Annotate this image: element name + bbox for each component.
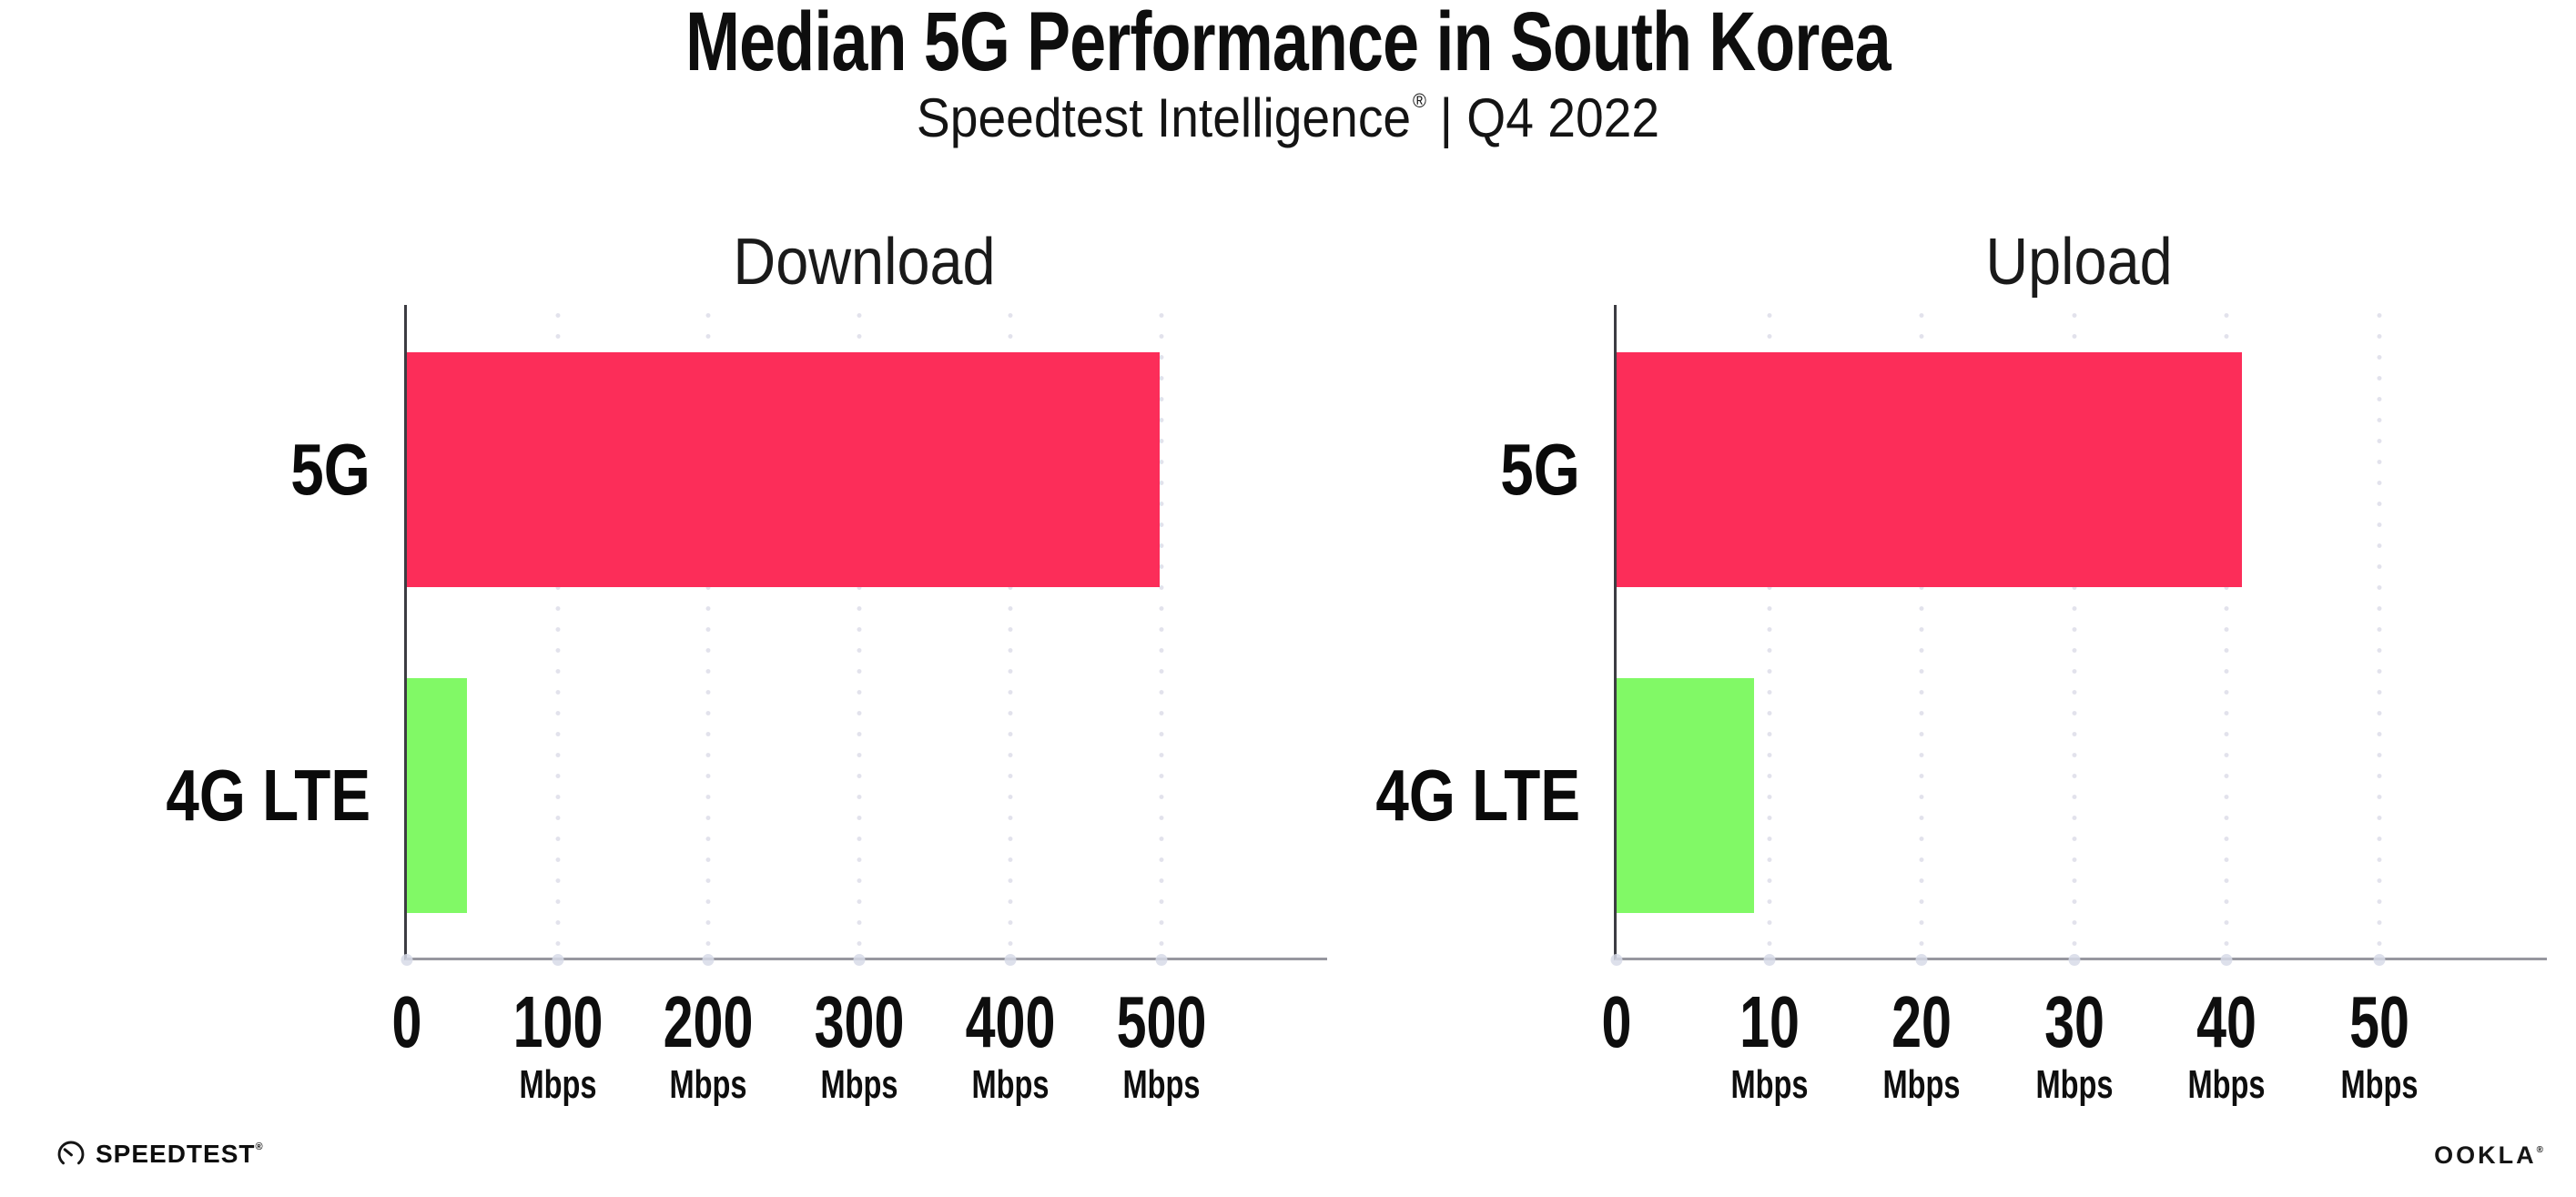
- gridline: [705, 305, 711, 958]
- speedtest-registered-icon: ®: [255, 1141, 264, 1152]
- bar-5g: [1617, 352, 2242, 587]
- gridline: [2377, 305, 2382, 958]
- axis-tick-dot: [2068, 954, 2081, 966]
- axis-tick-dot: [1763, 954, 1776, 966]
- tick-unit: Mbps: [1122, 1061, 1201, 1107]
- category-label: 5G: [1500, 429, 1580, 510]
- x-axis-tick: 0: [1597, 981, 1638, 1062]
- gridline: [1767, 305, 1772, 958]
- bar-4g-lte: [1617, 678, 1754, 913]
- tick-value: 500: [1116, 981, 1207, 1062]
- download-plot-area: 5G 4G LTE 0 100 Mbps 200 Mbps 300 Mbps 400 Mbps 500…: [166, 305, 1327, 1104]
- axis-tick-dot: [2220, 954, 2233, 966]
- speedtest-logo: SPEEDTEST®: [56, 1140, 264, 1169]
- axis-tick-dot: [853, 954, 866, 966]
- x-axis-tick: 300 Mbps: [798, 981, 919, 1107]
- axis-tick-dot: [702, 954, 715, 966]
- gridline: [1008, 305, 1013, 958]
- upload-plot-area: 5G 4G LTE 0 10 Mbps 20 Mbps 30 Mbps 40 Mbps 50 Mbps: [1375, 305, 2547, 1104]
- tick-unit: Mbps: [669, 1061, 747, 1107]
- x-axis-tick: 200 Mbps: [648, 981, 769, 1107]
- tick-value: 100: [512, 981, 603, 1062]
- tick-unit: Mbps: [1882, 1061, 1961, 1107]
- axis-tick-dot: [1004, 954, 1017, 966]
- x-axis-tick: 400 Mbps: [949, 981, 1070, 1107]
- category-label: 4G LTE: [1375, 755, 1580, 836]
- axis-tick-dot: [401, 954, 413, 966]
- tick-unit: Mbps: [820, 1061, 898, 1107]
- x-axis-tick: 30 Mbps: [2022, 981, 2126, 1107]
- x-axis-tick: 10 Mbps: [1717, 981, 1821, 1107]
- tick-unit: Mbps: [519, 1061, 597, 1107]
- tick-value: 40: [2196, 981, 2257, 1062]
- tick-value: 0: [1601, 981, 1632, 1062]
- tick-value: 200: [664, 981, 754, 1062]
- registered-mark-icon: ®: [1412, 89, 1426, 112]
- x-axis-tick: 100 Mbps: [497, 981, 618, 1107]
- gridline: [555, 305, 561, 958]
- axis-tick-dot: [1915, 954, 1928, 966]
- x-axis-tick: 40 Mbps: [2175, 981, 2279, 1107]
- subtitle-period: | Q4 2022: [1439, 87, 1660, 148]
- bar-4g-lte: [407, 678, 468, 913]
- gridline: [1159, 305, 1164, 958]
- category-label: 5G: [290, 429, 370, 510]
- tick-value: 50: [2348, 981, 2409, 1062]
- tick-value: 20: [1891, 981, 1952, 1062]
- gridline: [2072, 305, 2077, 958]
- category-label: 4G LTE: [166, 755, 370, 836]
- subtitle-brand: Speedtest Intelligence: [916, 87, 1412, 148]
- upload-chart-title: Upload: [1985, 226, 2173, 299]
- page-subtitle: Speedtest Intelligence® | Q4 2022: [103, 91, 2473, 146]
- download-chart-title: Download: [733, 226, 996, 299]
- ookla-logo: OOKLA®: [2434, 1143, 2543, 1168]
- page-title: Median 5G Performance in South Korea: [685, 0, 1891, 88]
- tick-value: 10: [1739, 981, 1800, 1062]
- axis-tick-dot: [1610, 954, 1623, 966]
- tick-unit: Mbps: [2340, 1061, 2419, 1107]
- axis-tick-dot: [1155, 954, 1168, 966]
- tick-unit: Mbps: [1730, 1061, 1809, 1107]
- ookla-wordmark: OOKLA: [2434, 1141, 2537, 1169]
- tick-unit: Mbps: [2187, 1061, 2266, 1107]
- tick-value: 0: [391, 981, 422, 1062]
- tick-value: 30: [2044, 981, 2104, 1062]
- gridline: [857, 305, 862, 958]
- speedtest-wordmark: SPEEDTEST®: [96, 1140, 264, 1168]
- x-axis-tick: 0: [387, 981, 428, 1062]
- tick-value: 300: [814, 981, 905, 1062]
- ookla-registered-icon: ®: [2536, 1145, 2543, 1155]
- x-axis-tick: 500 Mbps: [1100, 981, 1222, 1107]
- tick-value: 400: [965, 981, 1056, 1062]
- x-axis-tick: 20 Mbps: [1870, 981, 1974, 1107]
- tick-unit: Mbps: [971, 1061, 1050, 1107]
- axis-tick-dot: [2373, 954, 2386, 966]
- gridline: [1919, 305, 1924, 958]
- gridline: [2224, 305, 2229, 958]
- tick-unit: Mbps: [2035, 1061, 2114, 1107]
- speedtest-gauge-icon: [56, 1140, 86, 1169]
- x-axis-tick: 50 Mbps: [2327, 981, 2431, 1107]
- axis-tick-dot: [552, 954, 564, 966]
- bar-5g: [407, 352, 1161, 587]
